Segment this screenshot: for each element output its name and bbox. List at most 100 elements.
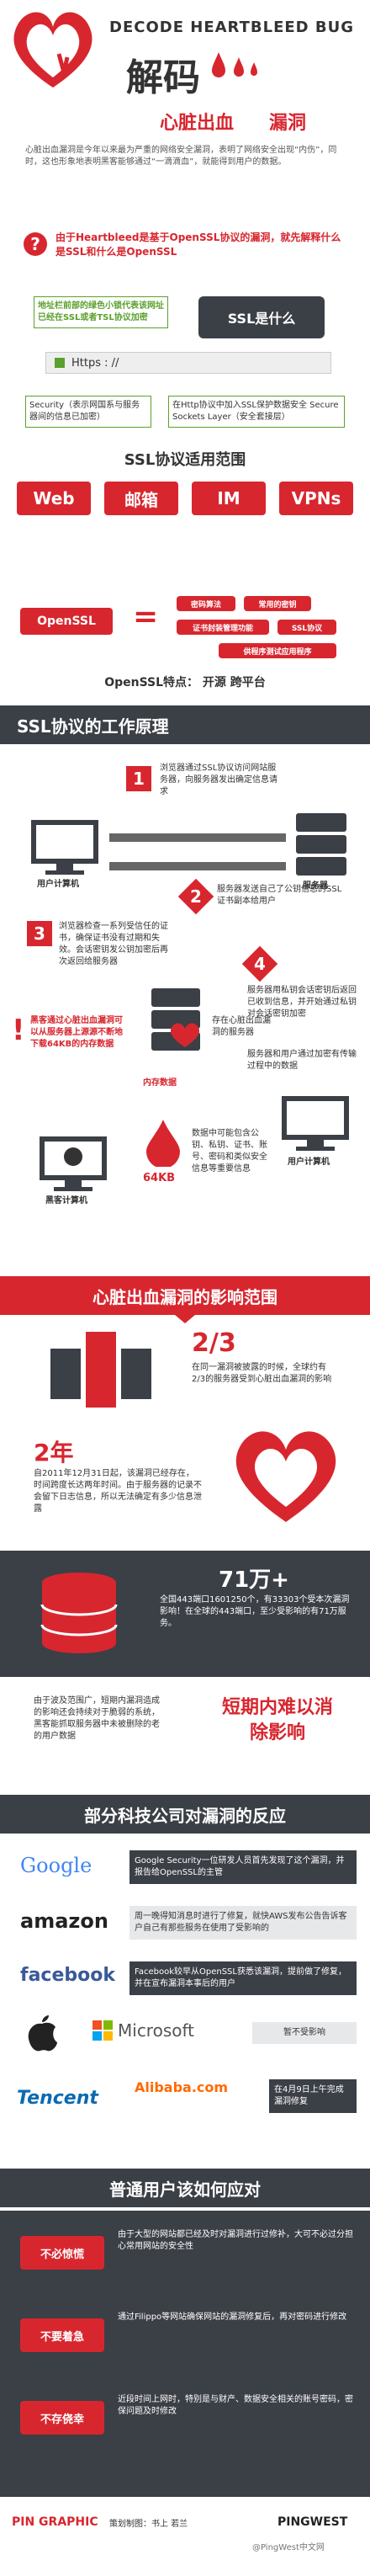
advice-title: 普通用户该如何应对 [109,2179,261,2200]
bleeding-server-icon [151,988,200,1051]
server-icon [296,813,346,876]
step-2-badge: 2 [177,878,214,915]
servers-icon [50,1332,151,1408]
google-logo: Google [20,1854,92,1877]
url-bar: Https : // [45,352,331,374]
apple-logo-icon [28,2015,57,2052]
advice-section-bar: 普通用户该如何应对 [0,2169,370,2207]
lock-icon [55,358,65,368]
advice-2-label: 不存侥幸 [20,2401,104,2435]
subtitle-b: 漏洞 [269,113,307,134]
arrow-request [109,833,286,842]
microsoft-squares-icon [92,2020,113,2041]
footer: PIN GRAPHIC 策划制图：书上 若兰 PINGWEST @PingWes… [0,2499,370,2576]
step-4-badge: 4 [241,945,278,982]
count-value: 71万+ [219,1567,289,1593]
companies-title: 部分科技公司对漏洞的反应 [84,1805,286,1826]
tag-4: 供程序测试应用程序 [219,643,336,658]
amazon-logo: amazon [20,1909,108,1933]
hacker-computer-icon [40,1136,107,1191]
title-en: DECODE HEARTBLEED BUG [109,19,354,36]
user-computer-2-icon [282,1096,349,1151]
step-5-text: 服务器和用户通过加密有传输过程中的数据 [247,1050,357,1071]
user-pc-2-label: 用户计算机 [288,1158,330,1167]
alibaba-logo: Alibaba.com [135,2079,229,2095]
ratio-value: 2/3 [192,1328,236,1358]
short-text: 由于波及范围广，短期内漏洞造成的影响还会持续对于脆弱的系统，黑客能抓取服务器中未… [34,1696,160,1741]
advice-0-text: 由于大型的网站都已经及时对漏洞进行过修补，大可不必过分担心常用网站的安全性 [118,2230,353,2251]
blood-drop-icon [146,1120,180,1167]
advice-0-label: 不必惊慌 [20,2236,104,2270]
work-diagram: 用户计算机 服务器 1 浏览器通过SSL协议访问网站服务器，向服务器发出确定信息… [0,758,370,1280]
ssl-explain: 地址栏前部的绿色小锁代表该网址已经在SSL或者TSL协议加密 SSL是什么 Ht… [34,293,336,386]
tag-2: 证书封装管理功能 [177,620,269,635]
microsoft-text: 暂不受影响 [252,2022,357,2044]
scope-web: Web [17,482,91,515]
tag-1: 常用的密钥 [244,596,311,611]
tag-3: SSL协议 [278,620,336,635]
openssl-label: OpenSSL [20,608,113,635]
step-3-badge: 3 [27,921,52,946]
subtitle-a: 心脏出血 [160,113,235,134]
blood-drops-icon [212,52,257,77]
scope-mail: 邮箱 [104,482,178,515]
google-text: Google Security一位研发人员首先发现了这个漏洞，并报告给OpenS… [130,1850,357,1884]
openssl-tags: 密码算法 常用的密钥 证书封装管理功能 SSL协议 供程序测试应用程序 [177,596,353,662]
browser-note: 地址栏前部的绿色小锁代表该网址已经在SSL或者TSL协议加密 [34,296,168,328]
work-title: SSL协议的工作原理 [17,716,169,737]
equals-sign: = [133,599,159,634]
hacker-note: 黑客通过心脏出血漏洞可以从服务器上源源不断地下载64KB的内存数据 [30,1016,123,1049]
short-title: 短期内难以消除影响 [221,1697,333,1743]
openssl-feature: OpenSSL特点： 开源 跨平台 [104,676,266,689]
footer-brand: PIN GRAPHIC [12,2515,98,2529]
advice-1-label: 不要着急 [20,2318,104,2352]
broken-heart-icon [235,1431,336,1522]
leak-note: 数据中可能包含公钥、私钥、证书、账号、密码和类似安全信息等重要信息 [192,1129,267,1174]
header: DECODE HEARTBLEED BUG 解码 心脏出血 漏洞 心脏出血漏洞是… [0,0,370,202]
url-text: Https : // [71,356,119,370]
ratio-text: 在同一漏洞被披露的时候，全球约有2/3的服务器受到心脏出血漏洞的影响 [192,1363,332,1384]
scope-list: Web 邮箱 IM VPNs [17,482,353,515]
size-label: 64KB [143,1172,176,1184]
mem-label: 内存数据 [143,1078,177,1088]
intro-text: 心脏出血漏洞是今年以来最为严重的网络安全漏洞，表明了网络安全出现“内伤”，同时，… [25,146,337,167]
question-icon: ? [24,232,47,256]
security-note: Security（表示网国系与服务器间的信息已加密） [25,396,151,428]
count-text: 全国443端口1601250个，有33303个受本次漏洞影响！在全球的443端口… [160,1595,350,1628]
years-value: 2年 [34,1439,74,1466]
step-3-text: 浏览器检查一系列受信任的证书，确保证书没有过期和失效。会话密钥发公钥加密后再次返… [59,922,168,966]
question-section: ? 由于Heartbleed是基于OpenSSL协议的漏洞，就先解释什么是SSL… [0,226,370,285]
companies-list: Google Google Security一位研发人员首先发现了这个漏洞，并报… [0,1847,370,2158]
advice-1-text: 通过Filippo等网站确保网站的漏洞修复后，再对密码进行修改 [118,2313,347,2322]
database-icon [40,1573,118,1653]
companies-section-bar: 部分科技公司对漏洞的反应 [0,1795,370,1834]
server-label: 服务器 [303,881,328,891]
scope-title: SSL协议适用范围 [124,451,246,469]
ssl-what-box: SSL是什么 [198,296,325,338]
warning-icon: ! [12,1014,25,1047]
work-section-bar: SSL协议的工作原理 [0,705,370,744]
scope-im: IM [192,482,266,515]
step-4-text: 服务器用私钥会话密钥后返回已收到信息，并开始通过私钥对会话密钥加密 [247,986,357,1019]
facebook-logo: facebook [20,1965,115,1986]
footer-watermark: @PingWest中文网 [252,2543,325,2552]
count-band: 71万+ 全国443端口1601250个，有33303个受本次漏洞影响！在全球的… [0,1551,370,1677]
amazon-text: 周一晚得知消息时进行了修复，就快AWS发布公告告诉客户自己有那些服务在使用了受影… [130,1906,357,1940]
bleed-server-label: 存在心脏出血漏洞的服务器 [212,1016,271,1037]
facebook-text: Facebook较早从OpenSSL获悉该漏洞，提前做了修复，并在宣布漏洞本事后… [130,1961,357,1995]
step-2-text: 服务器发送自己了公钥信息的SSL证书副本给用户 [217,885,342,906]
advice-panel: 不必惊慌 由于大型的网站都已经及时对漏洞进行过修补，大可不必过分担心常用网站的安… [0,2211,370,2497]
step-1-text: 浏览器通过SSL协议访问网站服务器，向服务器发出确定信息请求 [160,764,278,796]
microsoft-logo: Microsoft [92,2020,194,2041]
advice-2-text: 近段时间上网时，特别是与财产、数据安全相关的账号密码，密保问题及时修改 [118,2395,353,2416]
user-computer-icon [31,820,98,875]
impact-title: 心脏出血漏洞的影响范围 [92,1286,278,1307]
heart-logo-icon [13,12,92,88]
http-note: 在Http协议中加入SSL保护数据安全 Secure Sockets Layer… [168,396,345,428]
step-1-badge: 1 [126,766,151,791]
title-zh: 解码 [126,56,200,99]
tencent-logo: Tencent [17,2088,98,2109]
tag-0: 密码算法 [177,596,235,611]
question-text: 由于Heartbleed是基于OpenSSL协议的漏洞，就先解释什么是SSL和什… [56,232,341,258]
